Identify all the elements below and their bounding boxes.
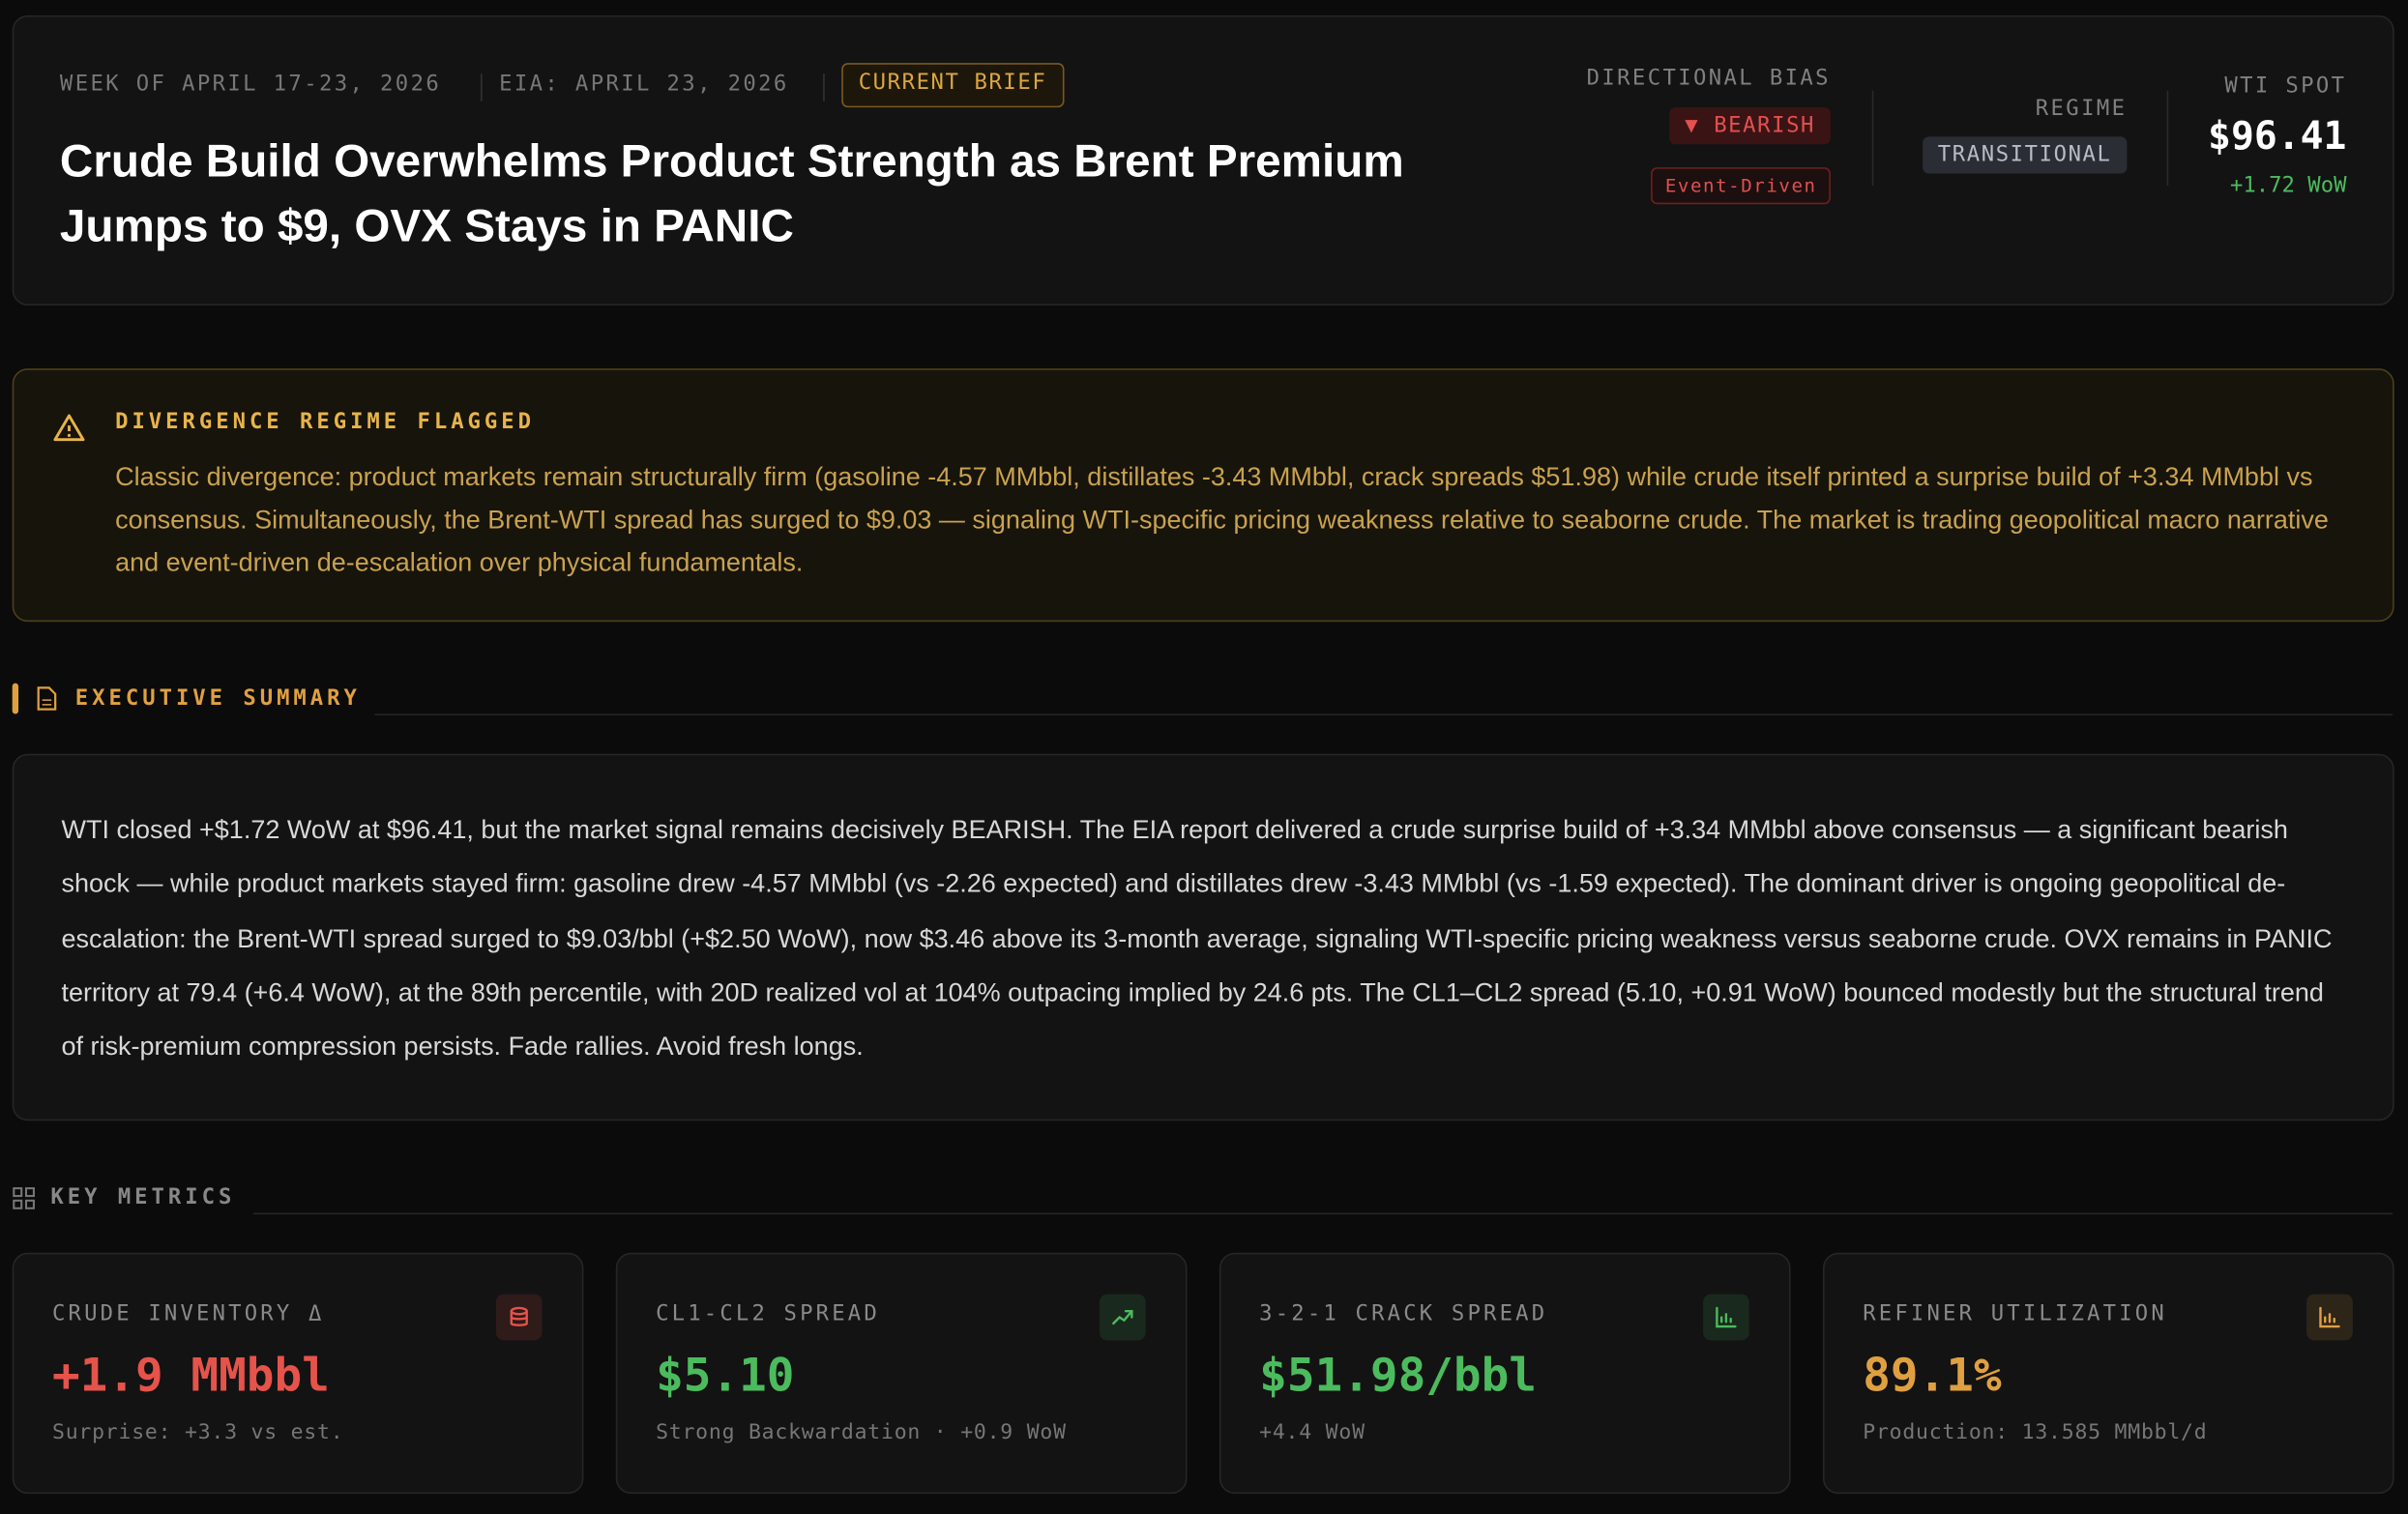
- regime-badge: TRANSITIONAL: [1922, 136, 2128, 174]
- doc-icon: [37, 686, 57, 711]
- metric-icon: [1100, 1294, 1146, 1341]
- eia-date: EIA: APRIL 23, 2026: [499, 72, 789, 98]
- metric-value: 89.1%: [1863, 1349, 2002, 1404]
- metric-note: Strong Backwardation · +0.9 WoW: [656, 1419, 1067, 1445]
- metric-icon: [2306, 1294, 2353, 1341]
- spot-change: +1.72 WoW: [2229, 173, 2347, 198]
- grid-icon: [13, 1187, 35, 1209]
- warning-icon: [53, 414, 85, 442]
- rule: [253, 1212, 2393, 1215]
- metric-icon: [495, 1294, 543, 1341]
- header-card: WEEK OF APRIL 17-23, 2026 EIA: APRIL 23,…: [12, 15, 2394, 306]
- spot-price: $96.41: [2208, 113, 2347, 159]
- summary-heading: EXECUTIVE SUMMARY: [74, 685, 361, 712]
- metric-label: REFINER UTILIZATION: [1863, 1301, 2167, 1327]
- rule: [374, 713, 2393, 716]
- icon: [510, 1306, 528, 1326]
- metric-label: CRUDE INVENTORY Δ: [51, 1301, 325, 1327]
- metric-label: CL1-CL2 SPREAD: [656, 1301, 880, 1327]
- divider: [1871, 90, 1874, 187]
- icon: [2319, 1306, 2340, 1328]
- headline: Crude Build Overwhelms Product Strength …: [59, 136, 1404, 252]
- alert-card: DIVERGENCE REGIME FLAGGED Classic diverg…: [12, 368, 2394, 623]
- metric-card: REFINER UTILIZATION 89.1% Production: 13.5…: [1822, 1252, 2394, 1495]
- metric-value: $5.10: [656, 1349, 795, 1404]
- metric-card: 3-2-1 CRACK SPREAD $51.98/bbl +4.4 WoW: [1219, 1252, 1791, 1495]
- divider: [823, 73, 825, 102]
- metric-note: +4.4 WoW: [1259, 1419, 1366, 1445]
- summary-card: WTI closed +$1.72 WoW at $96.41, but the…: [12, 753, 2394, 1121]
- metric-card: CL1-CL2 SPREAD $5.10 Strong Backwardation …: [615, 1252, 1188, 1495]
- bias-tag: Event-Driven: [1651, 167, 1831, 205]
- metric-label: 3-2-1 CRACK SPREAD: [1259, 1301, 1548, 1327]
- metrics-heading: KEY METRICS: [50, 1184, 236, 1210]
- icon: [1716, 1306, 1737, 1328]
- accent-bar: [12, 683, 19, 714]
- metric-note: Surprise: +3.3 vs est.: [51, 1419, 344, 1445]
- summary-text: WTI closed +$1.72 WoW at $96.41, but the…: [61, 815, 2333, 1062]
- bias-label: DIRECTIONAL BIAS: [1586, 66, 1831, 91]
- alert-title: DIVERGENCE REGIME FLAGGED: [115, 409, 535, 435]
- current-badge: CURRENT BRIEF: [841, 63, 1064, 108]
- icon: [1112, 1309, 1133, 1325]
- alert-text: Classic divergence: product markets rema…: [115, 461, 2329, 578]
- spot-label: WTI SPOT: [2224, 73, 2347, 99]
- metric-note: Production: 13.585 MMbbl/d: [1863, 1419, 2208, 1445]
- metric-icon: [1703, 1294, 1749, 1341]
- divider: [2166, 90, 2169, 187]
- regime-label: REGIME: [2035, 97, 2128, 122]
- week: WEEK OF APRIL 17-23, 2026: [59, 72, 442, 98]
- bias-badge: ▼ BEARISH: [1669, 107, 1831, 145]
- divider: [481, 73, 483, 102]
- metric-value: +1.9 MMbbl: [51, 1349, 330, 1404]
- metric-card: CRUDE INVENTORY Δ +1.9 MMbbl Surprise: +3.…: [12, 1252, 584, 1495]
- metric-value: $51.98/bbl: [1259, 1349, 1537, 1404]
